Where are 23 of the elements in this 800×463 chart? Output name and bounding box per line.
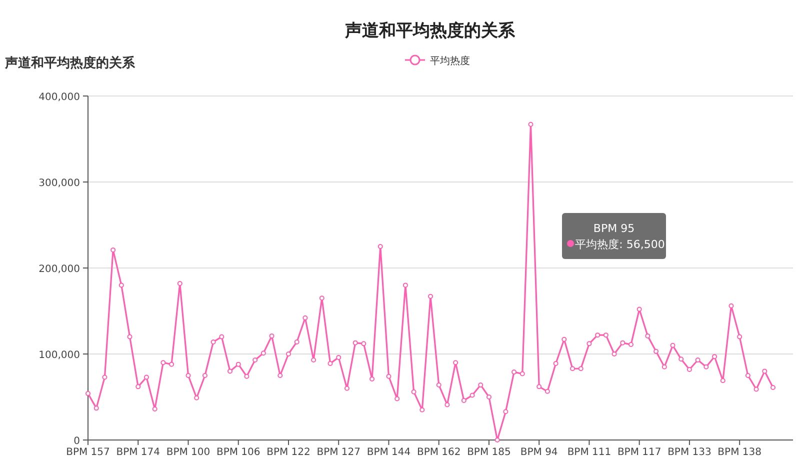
- x-tick-label: BPM 133: [668, 447, 712, 458]
- chart-subtitle: 声道和平均热度的关系: [4, 55, 136, 71]
- x-tick-label: BPM 144: [366, 447, 411, 458]
- y-tick-label: 300,000: [38, 178, 80, 189]
- chart-title: 声道和平均热度的关系: [344, 21, 516, 41]
- y-tick-label: 400,000: [38, 92, 80, 103]
- x-tick-label: BPM 106: [216, 447, 260, 458]
- x-tick-label: BPM 174: [116, 447, 160, 458]
- x-tick-label: BPM 185: [467, 447, 511, 458]
- x-tick-label: BPM 100: [166, 447, 210, 458]
- annotation: BPM 95 平均热度: 56,500: [575, 222, 665, 251]
- x-tick-label: BPM 111: [567, 447, 612, 458]
- x-tick-label: BPM 162: [416, 447, 461, 458]
- x-tick-label: BPM 94: [520, 447, 558, 458]
- legend-label: 平均热度: [430, 55, 470, 67]
- y-tick-label: 0: [74, 436, 80, 447]
- y-tick-label: 100,000: [38, 350, 80, 361]
- x-tick-label: BPM 117: [617, 447, 662, 458]
- x-tick-label: BPM 157: [66, 447, 110, 458]
- y-tick-label: 200,000: [38, 264, 80, 275]
- x-tick-label: BPM 138: [718, 447, 762, 458]
- x-tick-label: BPM 127: [316, 447, 361, 458]
- x-tick-label: BPM 122: [266, 447, 310, 458]
